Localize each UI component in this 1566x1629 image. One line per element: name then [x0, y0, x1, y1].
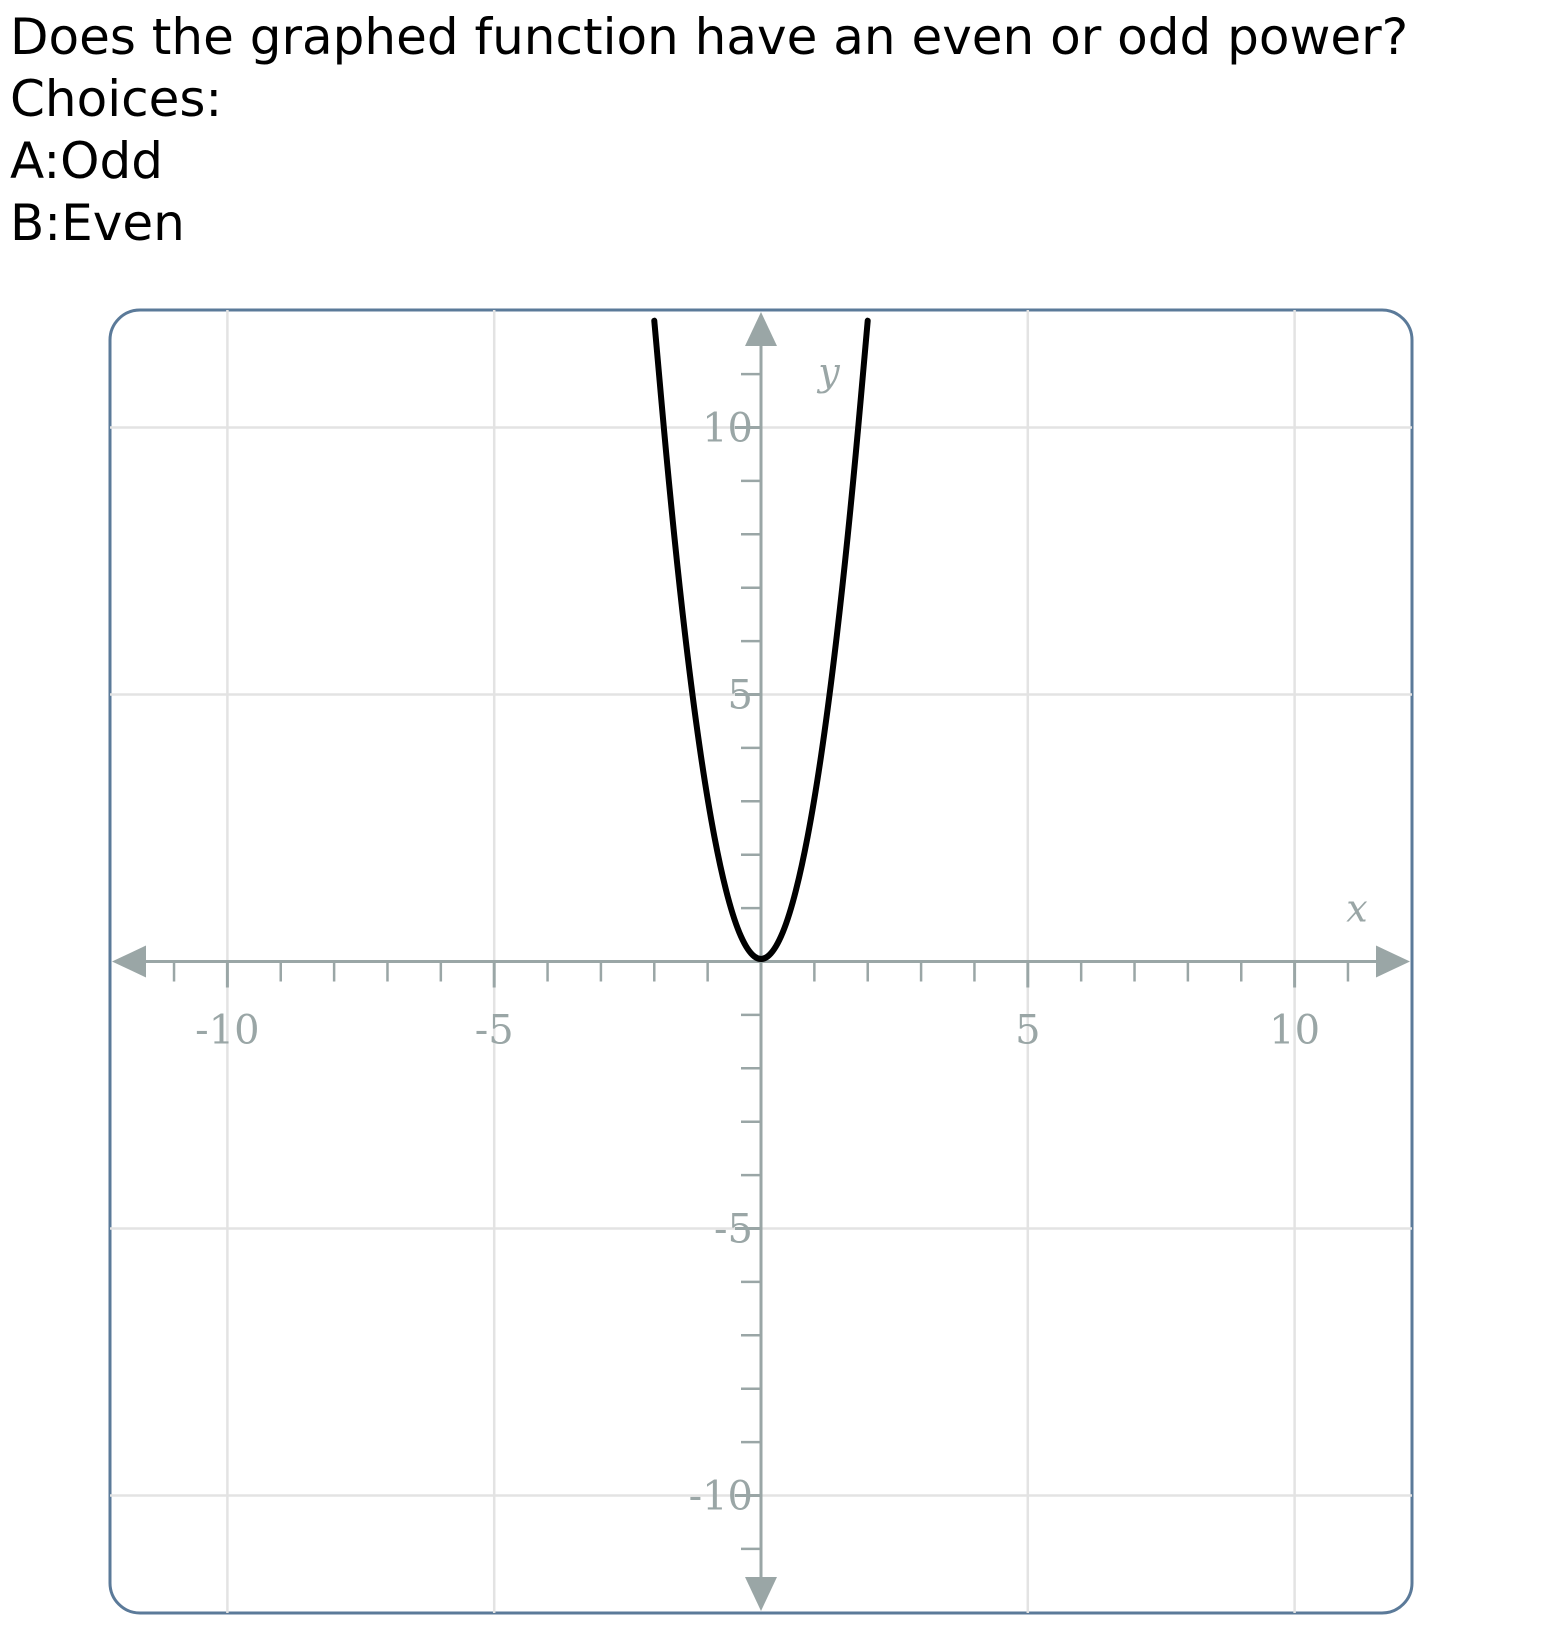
series-line-0 [651, 317, 871, 962]
axis-ticks [172, 372, 1350, 1551]
y-axis-label: y [816, 350, 840, 394]
x-tick-label: -10 [195, 1008, 259, 1054]
x-tick-label: 10 [1269, 1008, 1320, 1054]
question-block: Does the graphed function have an even o… [10, 6, 1408, 254]
y-axis-bottom-arrow [745, 1577, 777, 1611]
y-tick-label: 10 [702, 405, 753, 451]
x-tick-label: -5 [475, 1008, 514, 1054]
choices-label: Choices: [10, 70, 223, 128]
y-axis-top-arrow [745, 312, 777, 346]
x-axis-right-arrow [1376, 945, 1410, 978]
choice-a: A:Odd [10, 132, 164, 190]
question-text: Does the graphed function have an even o… [10, 8, 1409, 66]
y-tick-label: -10 [689, 1474, 753, 1520]
choice-b: B:Even [10, 194, 185, 252]
x-axis-left-arrow [112, 945, 146, 978]
curve-layer [651, 317, 871, 962]
y-tick-label: 5 [728, 672, 753, 718]
x-axis-label: x [1346, 887, 1367, 931]
y-tick-label: -5 [714, 1207, 753, 1253]
x-tick-label: 5 [1015, 1008, 1040, 1054]
tick-labels: -10 -5 5 10 10 5 -5 -10 x y [195, 350, 1368, 1520]
